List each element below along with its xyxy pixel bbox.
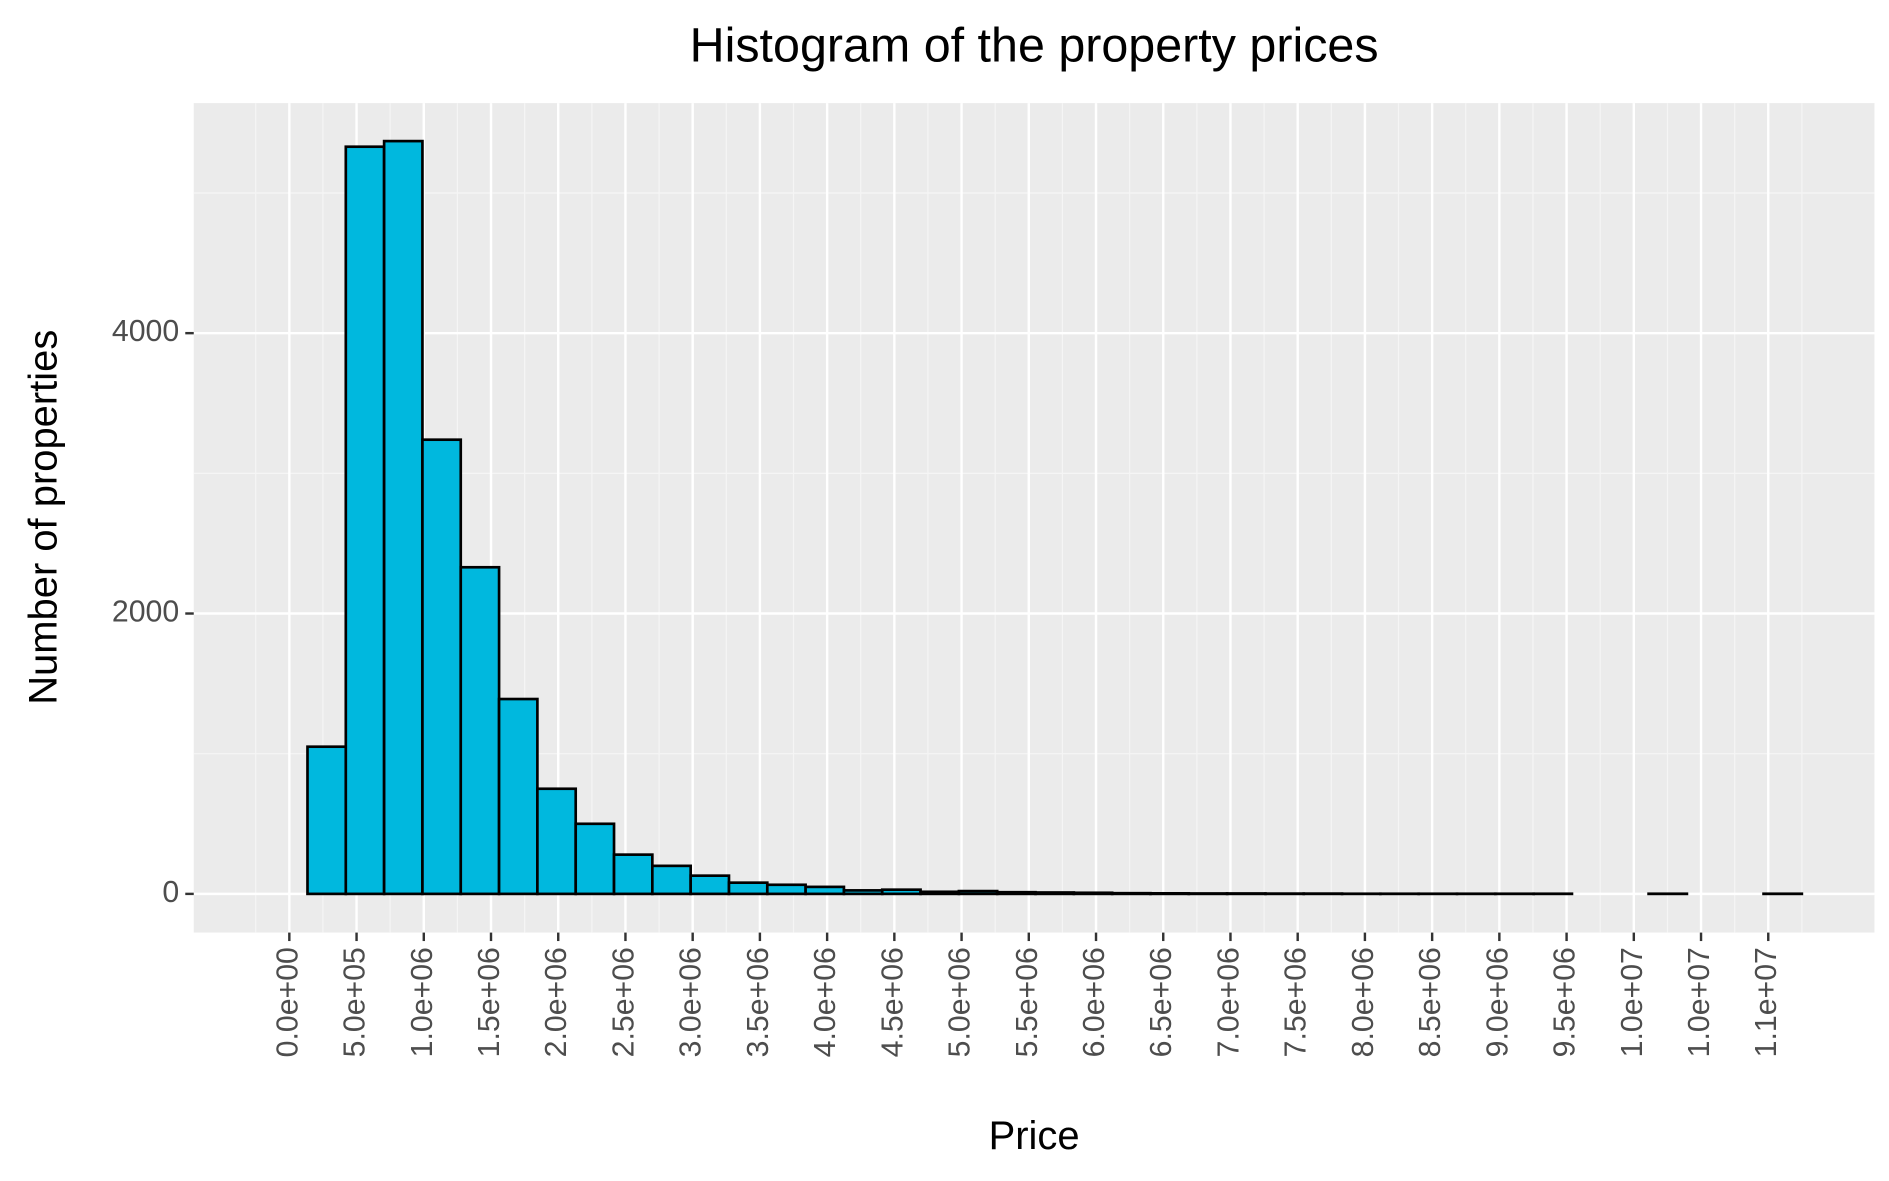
bar [574,822,616,896]
x-tick-label: 1.0e+07 [1616,947,1649,1057]
x-tick-label: 6.5e+06 [1145,947,1178,1057]
y-tick-label: 2000 [112,596,179,629]
x-tick-label: 7.5e+06 [1280,947,1313,1057]
x-tick-label: 5.5e+06 [1011,947,1044,1057]
x-tick-label: 1.5e+06 [473,947,506,1057]
bar [651,864,692,896]
x-tick-label: 8.5e+06 [1414,947,1447,1057]
bar [1149,891,1191,896]
bar [1034,891,1076,896]
bar [306,745,348,896]
bar [804,885,846,896]
x-tick-label: 2.0e+06 [540,947,573,1057]
bar [1072,891,1114,896]
x-tick-label: 4.0e+06 [809,947,842,1057]
chart-title: Histogram of the property prices [690,18,1379,72]
bar [459,565,501,896]
x-tick-label: 1.1e+07 [1750,947,1783,1057]
x-tick-label: 5.0e+05 [339,947,372,1057]
bar [919,890,961,896]
bar [689,874,731,896]
x-tick-label: 3.5e+06 [742,947,775,1057]
bar [1110,891,1152,896]
y-tick-label: 4000 [112,315,179,348]
bar [382,139,424,896]
bar [344,145,386,896]
y-tick-label: 0 [162,876,179,909]
y-axis-title: Number of properties [22,330,66,705]
bar [765,883,807,896]
bar [497,697,539,896]
x-tick-label: 5.0e+06 [944,947,977,1057]
x-tick-label: 4.5e+06 [876,947,909,1057]
bar [727,881,769,896]
x-tick-label: 0.0e+00 [271,947,304,1057]
bar [842,889,884,896]
x-tick-label: 9.0e+06 [1481,947,1514,1057]
bar [995,890,1037,896]
x-tick-label: 7.0e+06 [1212,947,1245,1057]
bar [612,853,654,896]
x-tick-label: 1.0e+07 [1683,947,1716,1057]
x-axis-title: Price [989,1114,1080,1158]
bar [957,889,999,896]
x-tick-label: 3.0e+06 [675,947,708,1057]
bar [536,787,578,896]
x-tick-label: 2.5e+06 [607,947,640,1057]
bar [421,438,463,896]
x-tick-label: 1.0e+06 [406,947,439,1057]
x-tick-label: 8.0e+06 [1347,947,1380,1057]
x-tick-label: 9.5e+06 [1549,947,1582,1057]
x-tick-label: 6.0e+06 [1078,947,1111,1057]
bar [880,888,922,896]
